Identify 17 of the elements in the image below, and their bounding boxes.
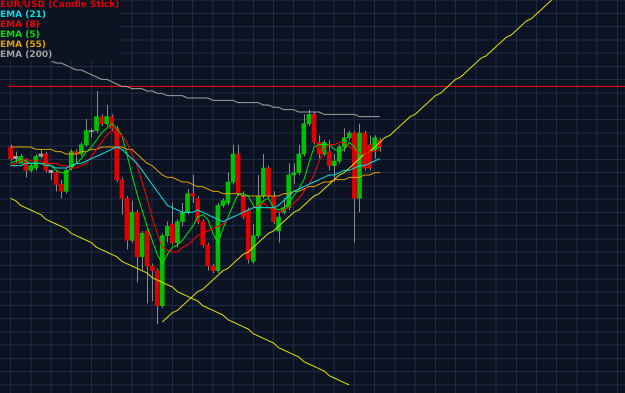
candlestick — [99, 114, 104, 126]
candlestick — [8, 144, 13, 162]
candlestick — [13, 151, 18, 164]
text: EMA (55) — [0, 40, 47, 50]
candlestick — [326, 140, 332, 171]
text: EMA (21) — [0, 10, 47, 20]
candlestick — [104, 104, 109, 126]
candlestick — [89, 128, 94, 138]
candlestick — [94, 90, 99, 134]
candlestick — [140, 230, 144, 272]
text: EUR/USD (Candle Stick) — [0, 0, 120, 10]
series-label: EMA (200) — [0, 50, 54, 60]
text: EMA (5) — [0, 30, 41, 40]
candlestick — [185, 188, 190, 216]
text: EMA (8) — [0, 20, 41, 30]
candlestick — [170, 202, 175, 246]
candlestick — [64, 168, 68, 194]
